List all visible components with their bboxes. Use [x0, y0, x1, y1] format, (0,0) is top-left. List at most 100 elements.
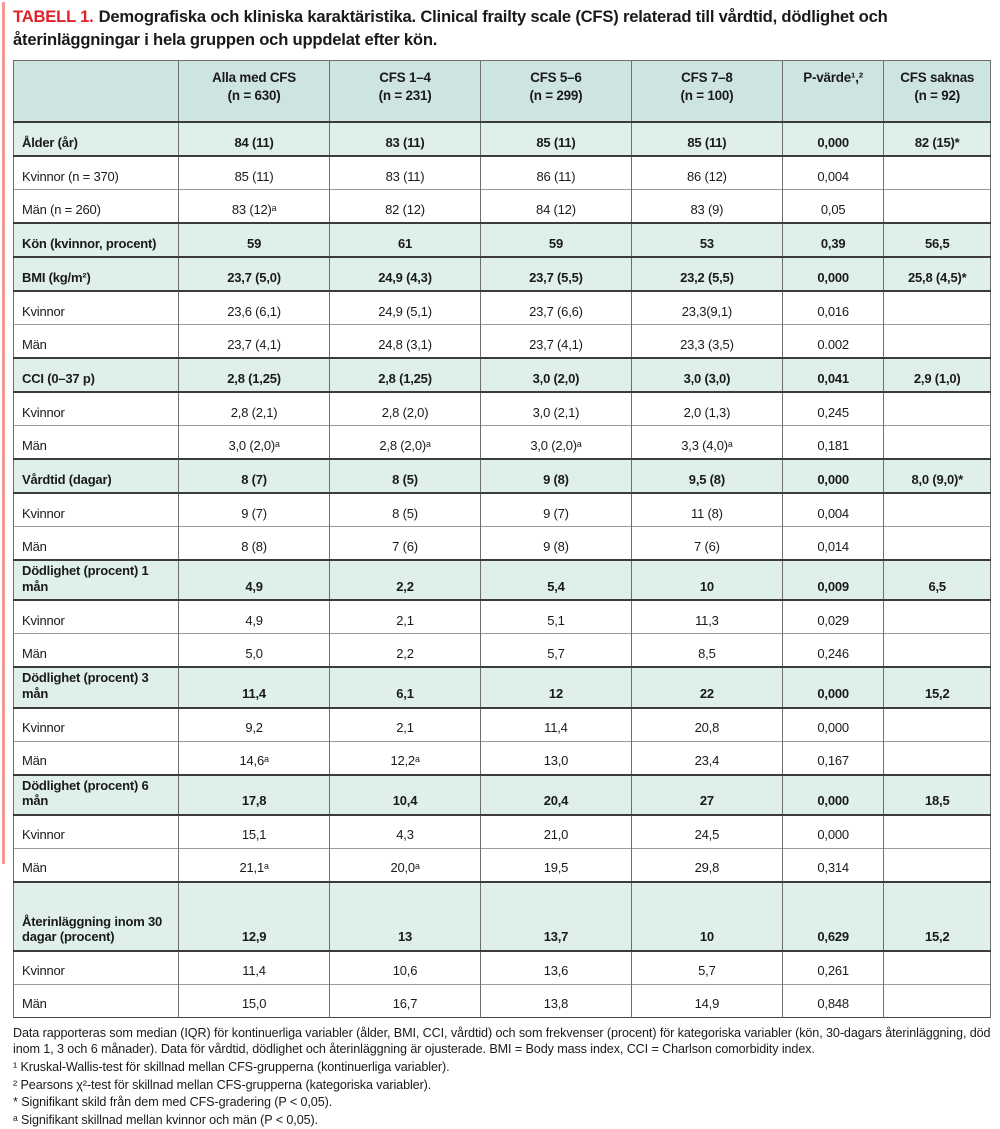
- cell-value: 0,000: [781, 666, 885, 709]
- cell-value: 13: [329, 880, 481, 952]
- cell-value: 12: [479, 666, 632, 709]
- cell-value: 21,1ᵃ: [178, 847, 331, 882]
- row-label: Män: [12, 633, 180, 668]
- cell-value: 19,5: [479, 847, 632, 882]
- table-row: Män 14,6ᵃ 12,2ᵃ 13,0 23,4 0,167: [12, 740, 991, 775]
- row-label: Vårdtid (dagar): [12, 458, 180, 495]
- cell-value: 85 (11): [178, 155, 331, 190]
- row-label: Kvinnor: [12, 599, 180, 634]
- cell-value: 21,0: [479, 814, 632, 849]
- cell-value: 0,05: [781, 189, 885, 224]
- cell-value: 4,3: [329, 814, 481, 849]
- cell-value: 3,0 (2,0)ᵃ: [178, 425, 331, 460]
- cell-value: 24,9 (4,3): [329, 256, 481, 293]
- cell-value: 11,4: [178, 950, 331, 985]
- footnote-line: ᵃ Signifikant skillnad mellan kvinnor oc…: [13, 1112, 319, 1127]
- cell-value: 0,39: [781, 222, 885, 259]
- cell-value: 0,000: [781, 707, 885, 741]
- cell-value: 23,7 (5,0): [178, 256, 331, 293]
- cell-value: [883, 155, 991, 190]
- cell-value: 8,0 (9,0)*: [883, 458, 991, 495]
- table-row: Män 15,0 16,7 13,8 14,9 0,848: [12, 983, 991, 1018]
- cell-value: 84 (12): [479, 189, 632, 224]
- cell-value: [883, 526, 991, 561]
- table-header-row: Alla med CFS (n = 630) CFS 1–4 (n = 231) CFS…: [12, 60, 991, 124]
- cell-value: 15,2: [883, 666, 991, 709]
- cell-value: 4,9: [178, 559, 331, 602]
- table-row: Dödlighet (procent) 3 mån 11,4 6,1 12 22 0,00…: [12, 666, 991, 709]
- cell-value: 23,2 (5,5): [630, 256, 783, 293]
- cell-value: 0,004: [781, 492, 885, 527]
- cell-value: 2,0 (1,3): [630, 391, 783, 426]
- row-label: Kvinnor: [12, 950, 180, 985]
- cell-value: 25,8 (4,5)*: [883, 256, 991, 293]
- cell-value: 22: [630, 666, 783, 709]
- column-header: CFS saknas (n = 92): [883, 60, 991, 124]
- table-row: Män 3,0 (2,0)ᵃ 2,8 (2,0)ᵃ 3,0 (2,0)ᵃ 3,3 (4,…: [12, 425, 991, 460]
- cell-value: 2,1: [329, 599, 481, 634]
- table-row: Kvinnor 15,1 4,3 21,0 24,5 0,000: [12, 814, 991, 849]
- cell-value: 9 (7): [178, 492, 331, 527]
- cell-value: 0,314: [781, 847, 885, 882]
- column-header: CFS 1–4 (n = 231): [329, 60, 481, 124]
- cell-value: [883, 425, 991, 460]
- cell-value: 15,2: [883, 880, 991, 952]
- cell-value: 12,2ᵃ: [329, 740, 481, 775]
- cell-value: 10,4: [329, 773, 481, 816]
- table-row: Kvinnor 9 (7) 8 (5) 9 (7) 11 (8) 0,004: [12, 492, 991, 527]
- cell-value: 2,8 (2,0): [329, 391, 481, 426]
- cell-value: 7 (6): [329, 526, 481, 561]
- row-label: Män (n = 260): [12, 189, 180, 224]
- article-table-block: TABELL 1. Demografiska och kliniska karak…: [12, 4, 991, 1129]
- cell-value: 23,3 (3,5): [630, 324, 783, 359]
- cell-value: 23,7 (5,5): [479, 256, 632, 293]
- cell-value: 11,4: [479, 707, 632, 741]
- column-header: P-värde¹,²: [781, 60, 885, 124]
- cell-value: 15,1: [178, 814, 331, 849]
- cell-value: 2,2: [329, 633, 481, 668]
- row-label: Dödlighet (procent) 1 mån: [12, 559, 180, 602]
- row-label: CCI (0–37 p): [12, 357, 180, 394]
- cell-value: 0,000: [781, 773, 885, 816]
- cell-value: 86 (12): [630, 155, 783, 190]
- row-label: Kvinnor (n = 370): [12, 155, 180, 190]
- cell-value: 2,1: [329, 707, 481, 741]
- cell-value: 0,000: [781, 458, 885, 495]
- cell-value: 9 (8): [479, 458, 632, 495]
- table-row: Kön (kvinnor, procent) 59 61 59 53 0,39 56,5: [12, 222, 991, 259]
- table-row: Kvinnor 23,6 (6,1) 24,9 (5,1) 23,7 (6,6) 23,…: [12, 290, 991, 325]
- cell-value: 13,6: [479, 950, 632, 985]
- cell-value: 6,5: [883, 559, 991, 602]
- cell-value: 2,8 (1,25): [178, 357, 331, 394]
- cell-value: 83 (12)ᵃ: [178, 189, 331, 224]
- cell-value: 5,0: [178, 633, 331, 668]
- cell-value: 24,9 (5,1): [329, 290, 481, 325]
- table-row: Män 8 (8) 7 (6) 9 (8) 7 (6) 0,014: [12, 526, 991, 561]
- table-body: Ålder (år) 84 (11) 83 (11) 85 (11) 85 (11) 0,…: [12, 121, 991, 1018]
- cell-value: 14,9: [630, 983, 783, 1018]
- cell-value: 10,6: [329, 950, 481, 985]
- cell-value: 11,3: [630, 599, 783, 634]
- cell-value: 3,3 (4,0)ᵃ: [630, 425, 783, 460]
- cell-value: 9,5 (8): [630, 458, 783, 495]
- column-header: CFS 5–6 (n = 299): [479, 60, 632, 124]
- cell-value: 5,7: [630, 950, 783, 985]
- cell-value: 0,000: [781, 814, 885, 849]
- cell-value: 0,000: [781, 121, 885, 158]
- row-label: Kvinnor: [12, 391, 180, 426]
- cell-value: 0,041: [781, 357, 885, 394]
- row-label: Dödlighet (procent) 6 mån: [12, 773, 180, 816]
- cell-value: 6,1: [329, 666, 481, 709]
- cell-value: [883, 814, 991, 849]
- data-table: Alla med CFS (n = 630) CFS 1–4 (n = 231) CFS…: [12, 60, 991, 1018]
- cell-value: 13,0: [479, 740, 632, 775]
- table-row: Kvinnor 9,2 2,1 11,4 20,8 0,000: [12, 707, 991, 741]
- cell-value: 0,000: [781, 256, 885, 293]
- table-row: Män 23,7 (4,1) 24,8 (3,1) 23,7 (4,1) 23,3 (3…: [12, 324, 991, 359]
- cell-value: 13,7: [479, 880, 632, 952]
- cell-value: 23,7 (6,6): [479, 290, 632, 325]
- cell-value: 0,181: [781, 425, 885, 460]
- cell-value: 3,0 (2,0): [479, 357, 632, 394]
- cell-value: [883, 492, 991, 527]
- cell-value: [883, 391, 991, 426]
